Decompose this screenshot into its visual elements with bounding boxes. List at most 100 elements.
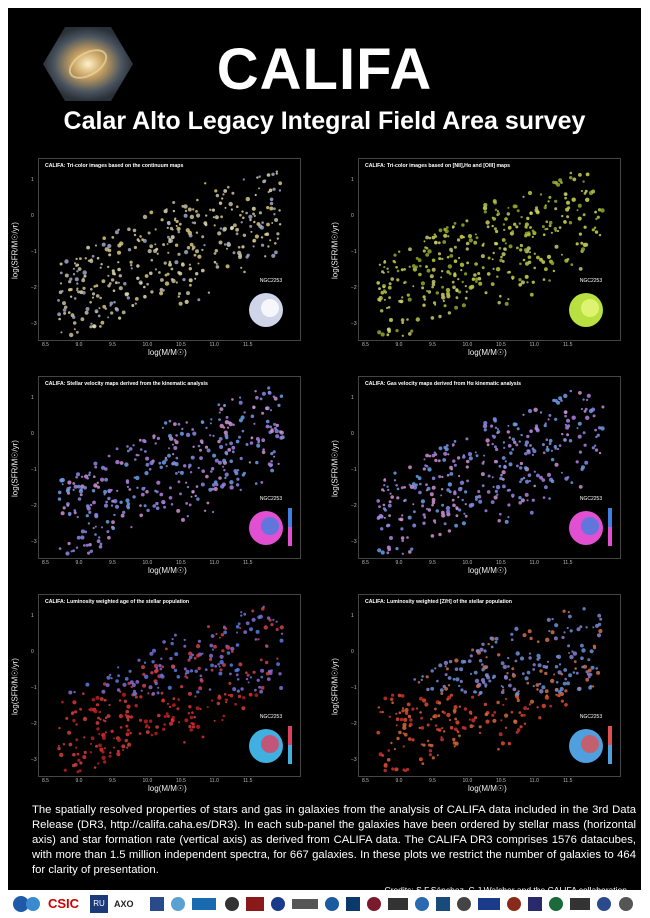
galaxy-point [490,424,494,428]
galaxy-point [564,196,567,200]
galaxy-point [464,514,468,518]
galaxy-point [91,296,95,299]
galaxy-point [453,440,457,443]
galaxy-point [116,489,119,492]
galaxy-point [431,285,434,289]
galaxy-point [156,480,161,485]
galaxy-point [585,398,589,402]
x-tick-label: 11.5 [243,342,253,348]
galaxy-point [474,678,480,684]
galaxy-point [275,170,278,173]
galaxy-point [191,711,194,714]
galaxy-point [195,231,199,234]
galaxy-point [556,447,560,451]
galaxy-point [270,429,274,434]
galaxy-point [415,707,419,710]
galaxy-point [75,546,79,549]
galaxy-point [443,730,446,733]
galaxy-point [447,482,453,487]
x-tick-label: 10.0 [142,778,153,784]
galaxy-point [201,652,204,655]
galaxy-point [154,489,157,493]
galaxy-point [219,423,224,429]
galaxy-point [274,250,278,255]
galaxy-point [430,686,435,691]
galaxy-point [493,445,497,449]
galaxy-point [379,710,382,714]
galaxy-point [449,465,453,470]
galaxy-point [504,713,509,718]
galaxy-point [545,220,549,223]
galaxy-point [427,467,432,472]
galaxy-point [257,439,261,442]
galaxy-point [424,464,427,467]
galaxy-point [585,626,588,629]
galaxy-point [472,724,475,728]
galaxy-point [529,292,534,297]
galaxy-point [222,714,226,718]
galaxy-point [97,762,100,765]
galaxy-point [142,683,147,688]
galaxy-point [394,767,399,772]
galaxy-point [443,451,448,456]
galaxy-point [143,719,148,724]
x-tick-label: 9.5 [429,342,436,348]
galaxy-point [91,254,95,258]
galaxy-point [265,671,270,676]
galaxy-point [453,745,456,748]
galaxy-point [420,499,425,504]
galaxy-point [119,726,123,729]
galaxy-point [98,307,101,310]
galaxy-point [266,616,271,620]
galaxy-point [482,680,486,685]
y-tick-label: 0 [31,431,34,437]
galaxy-point [104,477,108,482]
galaxy-point [544,671,548,676]
galaxy-point [433,451,436,454]
galaxy-point [272,618,275,621]
galaxy-point [431,476,436,481]
galaxy-point [503,464,507,468]
galaxy-point [594,448,599,452]
galaxy-point [69,277,73,281]
galaxy-point [408,265,411,268]
galaxy-point [491,224,494,228]
galaxy-point [554,207,558,211]
galaxy-point [558,226,562,229]
galaxy-point [205,474,209,479]
galaxy-point [279,430,284,435]
galaxy-point [425,253,430,257]
galaxy-point [426,739,430,743]
galaxy-point [89,751,93,754]
galaxy-point [188,651,193,656]
galaxy-point [442,240,447,244]
galaxy-point [260,668,265,673]
axo-logo: AXO [114,899,134,909]
galaxy-point [419,696,423,701]
y-tick-label: 1 [351,613,354,619]
galaxy-point [98,545,103,549]
galaxy-point [271,222,274,224]
galaxy-point [84,310,89,315]
galaxy-point [533,252,536,255]
galaxy-point [589,673,593,677]
galaxy-point [593,444,597,447]
galaxy-point [110,504,114,507]
galaxy-point [115,679,119,683]
galaxy-point [455,514,459,518]
galaxy-point [445,505,451,511]
galaxy-point [125,498,130,503]
galaxy-point [77,290,81,294]
galaxy-point [456,456,461,460]
galaxy-point [549,704,553,708]
galaxy-point [473,273,477,277]
galaxy-point [443,304,447,308]
galaxy-point [57,744,60,747]
galaxy-point [492,718,497,723]
galaxy-point [275,434,280,439]
galaxy-point [225,443,228,446]
galaxy-point [399,517,404,522]
galaxy-point [428,236,432,240]
galaxy-point [539,689,544,694]
galaxy-point [466,261,469,265]
